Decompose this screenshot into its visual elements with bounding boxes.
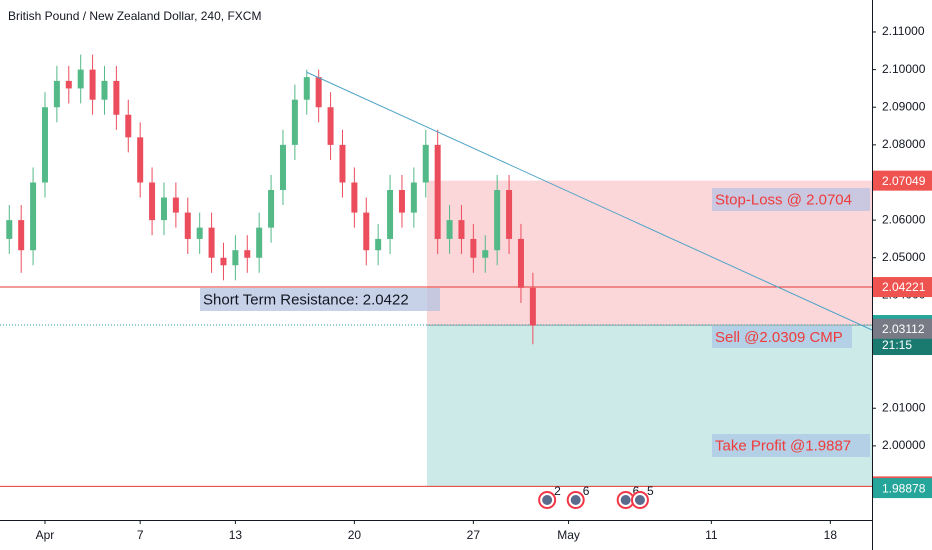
candle-body xyxy=(291,99,298,145)
event-icon-inner xyxy=(634,495,645,505)
candle-body xyxy=(89,69,96,100)
event-icon-inner xyxy=(620,495,631,505)
candle-body xyxy=(494,190,501,251)
candle-body xyxy=(256,227,263,258)
candle-body xyxy=(315,77,322,108)
candle-body xyxy=(208,227,215,258)
candle-body xyxy=(279,144,286,191)
x-tick-label: 20 xyxy=(348,528,362,542)
event-count: 6 xyxy=(633,484,640,498)
x-tick-label: 27 xyxy=(467,528,481,542)
x-tick-label: May xyxy=(557,528,580,542)
candle-body xyxy=(30,182,37,251)
candle-body xyxy=(517,238,524,288)
countdown-bg xyxy=(873,335,932,356)
candle-body xyxy=(65,80,72,89)
event-icon-inner xyxy=(570,495,581,505)
candle-body xyxy=(77,69,84,89)
candle-body xyxy=(375,238,382,251)
y-tick-label: 2.01000 xyxy=(882,400,926,414)
candle-body xyxy=(6,220,13,239)
candle-body xyxy=(41,107,48,183)
candle-body xyxy=(398,190,405,213)
candle-body xyxy=(327,107,334,145)
candle-body xyxy=(18,220,25,251)
annotation-box xyxy=(712,188,870,211)
price-label-bg xyxy=(873,478,932,499)
event-count: 5 xyxy=(647,484,654,498)
candle-body xyxy=(339,144,346,183)
x-tick-label: Apr xyxy=(36,528,55,542)
price-label: 1.98878 xyxy=(882,481,926,495)
trend-line xyxy=(306,71,873,331)
candle-body xyxy=(53,80,60,108)
annotation-text: Stop-Loss @ 2.0704 xyxy=(715,191,852,208)
candle-body xyxy=(184,212,191,239)
candle-body xyxy=(529,287,536,326)
candle-body xyxy=(422,144,429,183)
candle-body xyxy=(149,182,156,221)
candle-body xyxy=(458,220,465,239)
time-axis-bg xyxy=(0,520,872,550)
event-icon-inner xyxy=(542,495,553,505)
x-tick-label: 13 xyxy=(229,528,243,542)
candle-body xyxy=(470,238,477,258)
event-count: 6 xyxy=(583,484,590,498)
candle-body xyxy=(244,250,251,258)
y-tick-label: 2.06000 xyxy=(882,212,926,226)
event-count: 2 xyxy=(554,484,561,498)
profit-zone xyxy=(426,325,872,487)
annotation-box xyxy=(712,434,870,457)
annotation-text: Take Profit @1.9887 xyxy=(715,437,851,454)
price-label-bg xyxy=(873,170,932,191)
price-label-bg xyxy=(873,318,932,339)
y-tick-label: 2.00000 xyxy=(882,438,926,452)
candle-body xyxy=(303,77,310,100)
candle-body xyxy=(220,257,227,266)
price-label-bg xyxy=(873,277,932,298)
candle-body xyxy=(101,80,108,100)
price-label: 2.04221 xyxy=(882,280,926,294)
candle-body xyxy=(446,220,453,239)
y-tick-label: 2.05000 xyxy=(882,250,926,264)
candle-body xyxy=(137,137,144,183)
candle-body xyxy=(434,144,441,239)
y-tick-label: 2.11000 xyxy=(882,24,925,38)
annotation-text: Short Term Resistance: 2.0422 xyxy=(203,291,409,308)
x-tick-label: 7 xyxy=(137,528,144,542)
y-tick-label: 2.09000 xyxy=(882,99,926,113)
countdown: 21:15 xyxy=(882,338,912,352)
candle-body xyxy=(113,80,120,115)
candle-body xyxy=(506,190,513,239)
candle-body xyxy=(196,227,203,239)
candle-body xyxy=(268,190,275,228)
candle-body xyxy=(363,212,370,251)
candle-body xyxy=(387,190,394,239)
annotation-box xyxy=(712,326,852,348)
price-axis-bg xyxy=(872,0,932,550)
x-tick-label: 11 xyxy=(705,528,718,542)
candle-body xyxy=(482,250,489,258)
price-label: 2.07049 xyxy=(882,174,926,188)
x-tick-label: 18 xyxy=(824,528,838,542)
price-label: 2.03112 xyxy=(882,322,925,336)
candle-body xyxy=(160,197,167,221)
candle-body xyxy=(351,182,358,213)
candle-body xyxy=(125,114,132,138)
annotation-box xyxy=(200,288,440,311)
y-tick-label: 2.10000 xyxy=(882,62,926,76)
annotation-text: Sell @2.0309 CMP xyxy=(715,329,843,346)
y-tick-label: 2.08000 xyxy=(882,137,926,151)
candle-body xyxy=(410,182,417,213)
candle-body xyxy=(232,250,239,266)
chart-title: British Pound / New Zealand Dollar, 240,… xyxy=(8,9,261,23)
candle-body xyxy=(172,197,179,213)
